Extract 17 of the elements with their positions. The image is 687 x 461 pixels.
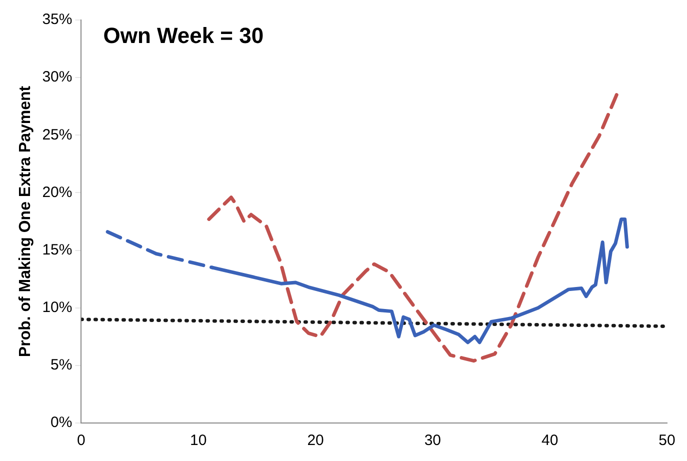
y-axis-title: Prob. of Making One Extra Payment <box>17 85 34 358</box>
y-tick-label: 15% <box>42 241 72 258</box>
y-tick-label: 0% <box>50 414 72 432</box>
y-tick-label: 5% <box>50 356 72 374</box>
y-tick-label: 20% <box>42 184 72 201</box>
x-tick-label: 0 <box>77 432 86 450</box>
y-tick-label: 35% <box>42 11 72 28</box>
x-tick-label: 50 <box>658 432 676 450</box>
x-tick-label: 10 <box>190 432 207 450</box>
chart-title: Own Week = 30 <box>103 23 264 48</box>
x-tick-label: 20 <box>307 432 324 450</box>
y-tick-label: 10% <box>42 299 72 316</box>
x-tick-label: 40 <box>542 432 558 450</box>
y-tick-label: 30% <box>42 68 72 86</box>
line-series <box>207 93 618 363</box>
x-tick-label: 30 <box>424 432 442 450</box>
y-tick-label: 25% <box>42 126 72 144</box>
